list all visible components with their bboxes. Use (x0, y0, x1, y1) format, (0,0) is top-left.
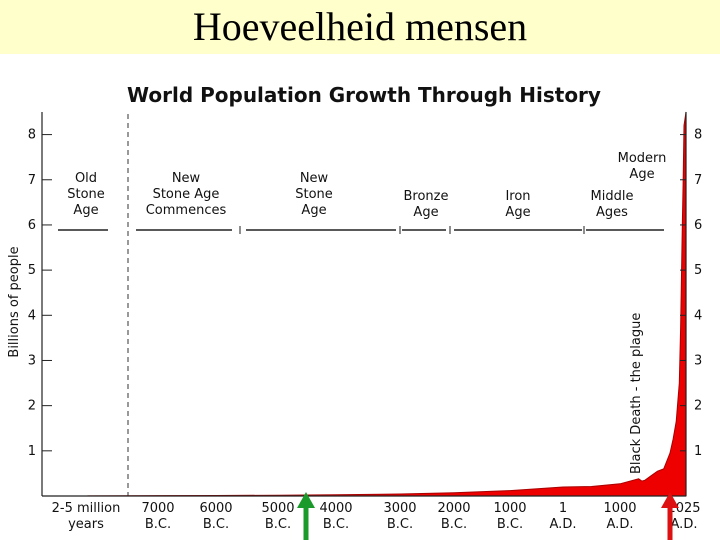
era-label-line: Old (75, 171, 97, 186)
era-label: New Stone Age Commences (146, 171, 227, 218)
era-label-line: Modern (618, 151, 667, 166)
population-area (87, 111, 687, 497)
y-tick-label-right: 2 (694, 399, 702, 414)
era-label-line: Bronze (404, 189, 449, 204)
era-label-line: Age (73, 203, 98, 218)
era-label-line: New (300, 171, 329, 186)
red-arrow-shaft (667, 504, 673, 540)
x-tick-label-suffix: B.C. (203, 517, 229, 532)
x-tick-label-suffix: A.D. (607, 517, 634, 532)
y-tick-label-left: 2 (28, 399, 36, 414)
era-label: Iron Age (505, 189, 530, 220)
x-tick-label: 1 (559, 501, 567, 516)
y-tick-label-left: 5 (28, 263, 36, 278)
green-arrow-head (297, 492, 315, 508)
y-tick-label-right: 5 (694, 263, 702, 278)
black-death-annotation: Black Death - the plague (629, 313, 644, 474)
x-tick-label-suffix: B.C. (265, 517, 291, 532)
y-tick-label-left: 3 (28, 353, 36, 368)
y-tick-label-right: 4 (694, 308, 702, 323)
x-tick-label: 7000 (141, 501, 174, 516)
x-tick-label: 4000 (319, 501, 352, 516)
y-tick-label-left: 1 (28, 444, 36, 459)
y-tick-label-right: 7 (694, 173, 702, 188)
x-tick-label-suffix: years (68, 517, 104, 532)
red-arrow-head (661, 492, 679, 508)
y-tick-label-right: 3 (694, 353, 702, 368)
era-label: Middle Ages (591, 189, 634, 220)
x-tick-label: 2000 (437, 501, 470, 516)
x-tick-label-suffix: B.C. (497, 517, 523, 532)
era-label-line: Age (301, 203, 326, 218)
era-label-line: Commences (146, 203, 227, 218)
y-tick-label-right: 8 (694, 128, 702, 143)
era-label: New Stone Age (295, 171, 333, 218)
era-label-line: Age (629, 167, 654, 182)
era-label: Old Stone Age (67, 171, 105, 218)
era-label-line: Middle (591, 189, 634, 204)
x-tick-label-suffix: B.C. (387, 517, 413, 532)
y-tick-label-left: 7 (28, 173, 36, 188)
green-arrow (297, 492, 315, 540)
chart-title: World Population Growth Through History (127, 83, 601, 107)
x-tick-label-suffix: B.C. (441, 517, 467, 532)
x-tick-label: 5000 (261, 501, 294, 516)
era-label: Bronze Age (404, 189, 449, 220)
x-tick-label: 2-5 million (52, 501, 121, 516)
x-tick-label: 1000 (493, 501, 526, 516)
era-label: Modern Age (618, 151, 667, 182)
era-label-line: Iron (505, 189, 530, 204)
y-tick-label-left: 4 (28, 308, 36, 323)
y-tick-label-left: 6 (28, 218, 36, 233)
x-tick-label: 3000 (383, 501, 416, 516)
era-label-line: Stone (295, 187, 333, 202)
x-tick-label-suffix: A.D. (671, 517, 698, 532)
x-tick-label-suffix: A.D. (550, 517, 577, 532)
population-chart: World Population Growth Through History … (7, 83, 702, 540)
y-tick-label-right: 6 (694, 218, 702, 233)
red-arrow (661, 492, 679, 540)
slide-title: Hoeveelheid mensen (0, 0, 720, 54)
x-tick-label: 6000 (199, 501, 232, 516)
y-tick-label-left: 8 (28, 128, 36, 143)
era-label-line: Stone (67, 187, 105, 202)
x-tick-label: 1000 (603, 501, 636, 516)
green-arrow-shaft (303, 504, 309, 540)
x-tick-label-suffix: B.C. (323, 517, 349, 532)
y-tick-label-right: 1 (694, 444, 702, 459)
era-label-line: Stone Age (153, 187, 220, 202)
era-label-line: Age (505, 205, 530, 220)
y-axis-label: Billions of people (7, 246, 22, 357)
x-tick-label-suffix: B.C. (145, 517, 171, 532)
era-label-line: Ages (596, 205, 628, 220)
era-label-line: Age (413, 205, 438, 220)
era-label-line: New (172, 171, 201, 186)
